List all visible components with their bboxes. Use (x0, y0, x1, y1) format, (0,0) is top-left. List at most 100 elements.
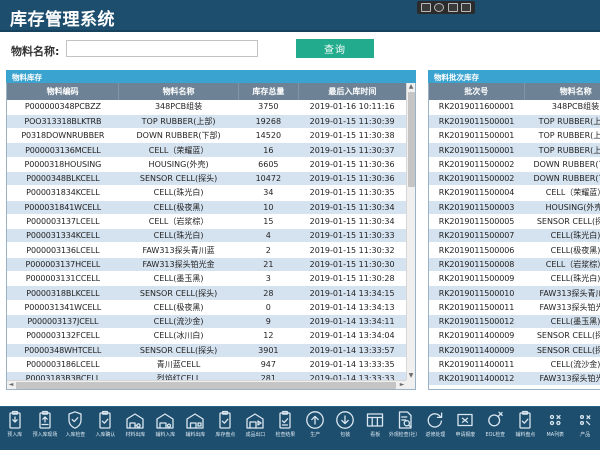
table-row[interactable]: RK2019011500007 CELL(珠光白) (429, 228, 600, 244)
table-row[interactable]: RK2019011500003 HOUSING(外壳) (429, 200, 600, 215)
table-row[interactable]: P0000318HOUSING HOUSING(外壳) 6605 2019-01-15… (7, 157, 406, 172)
toolbar-button-6[interactable]: 辅料入库 (150, 410, 180, 438)
shield-check-icon[interactable] (65, 410, 85, 430)
material-inventory-scroll-area[interactable]: 物料编码 物料名称 库存总量 最后入库时间 P000000348PCBZZ 348… (7, 83, 406, 380)
table-row[interactable]: RK2019011400011 CELL(流沙金) (429, 357, 600, 373)
table-row[interactable]: P000031841WCELL CELL(极夜黑) 10 2019-01-15 11:… (7, 200, 406, 215)
left-vertical-scrollbar[interactable]: ▲ ▼ (406, 83, 415, 380)
column-header-last-in-time[interactable]: 最后入库时间 (298, 83, 406, 100)
table-row[interactable]: P000003132FCELL CELL(冰川白) 12 2019-01-14 13:… (7, 328, 406, 344)
table-row[interactable]: P000003186LCELL 青川蓝CELL 947 2019-01-14 13:3… (7, 357, 406, 373)
toolbar-button-18[interactable]: 辅料盘点 (510, 410, 540, 438)
table-row[interactable]: RK2019011500009 CELL(珠光白) (429, 271, 600, 287)
scroll-right-arrow-icon[interactable]: ► (399, 381, 405, 388)
toolbar-button-17[interactable]: EOL检查 (480, 410, 510, 438)
query-button[interactable]: 查询 (296, 39, 374, 58)
table-row[interactable]: P000000348PCBZZ 348PCB组装 3750 2019-01-16 10… (7, 100, 406, 115)
toolbar-button-15[interactable]: 返修处理 (420, 410, 450, 438)
box-cancel-icon[interactable] (455, 410, 475, 430)
toolbar-button-3[interactable]: 入库检查 (60, 410, 90, 438)
column-header-material-code[interactable]: 物料编码 (7, 83, 120, 100)
toolbar-button-2[interactable]: 预入库现场 (30, 410, 60, 438)
table-row[interactable]: P000003131CCELL CELL(墨玉黑) 3 2019-01-15 11:3… (7, 271, 406, 287)
toolbar-button-20[interactable]: 产品 (570, 410, 600, 438)
screen-icon[interactable] (447, 3, 458, 12)
table-row[interactable]: P0003183B3BCELL 烈焰红CELL 281 2019-01-14 13:3… (7, 371, 406, 380)
toolbar-button-19[interactable]: MA列表 (540, 410, 570, 438)
toolbar-button-10[interactable]: 检查结果 (270, 410, 300, 438)
grid-board-icon[interactable] (365, 410, 385, 430)
clipboard-check-icon[interactable] (215, 410, 235, 430)
table-row[interactable]: RK2019011500010FAW313探头青川蓝 (429, 285, 600, 301)
toolbar-button-1[interactable]: 预入库 (0, 410, 30, 438)
warehouse-icon[interactable] (185, 410, 205, 430)
table-row[interactable]: P0000348BLKCELL SENSOR CELL(探头) 10472 2019-… (7, 171, 406, 187)
warehouse-out-icon[interactable] (125, 410, 145, 430)
column-header-total-stock[interactable]: 库存总量 (238, 83, 299, 100)
play-icon[interactable] (434, 3, 445, 12)
refresh-icon[interactable] (425, 410, 445, 430)
toolbar-button-14[interactable]: 外观检查(社） (389, 410, 421, 438)
table-row[interactable]: RK2019011600001 348PCB组装 (429, 100, 600, 115)
left-horizontal-scrollbar[interactable]: ◄ ► (7, 380, 406, 389)
table-row[interactable]: P000031834KCELL CELL(珠光白) 34 2019-01-15 11:… (7, 185, 406, 201)
scroll-left-arrow-icon[interactable]: ◄ (8, 381, 14, 388)
document-search-icon[interactable] (395, 410, 415, 430)
material-name-input[interactable] (66, 40, 258, 57)
pin-icon[interactable] (461, 3, 472, 12)
toolbar-button-5[interactable]: 材料出库 (120, 410, 150, 438)
table-row[interactable]: RK2019011500008 CELL（岩浆棕） (429, 257, 600, 273)
table-row[interactable]: P000031334KCELL CELL(珠光白) 4 2019-01-15 11:3… (7, 228, 406, 244)
dots-arrow-icon[interactable] (575, 410, 595, 430)
warehouse-in-icon[interactable] (155, 410, 175, 430)
table-row[interactable]: RK2019011500012 CELL(墨玉黑) (429, 314, 600, 330)
table-row[interactable]: P000031341WCELL CELL(极夜黑) 0 2019-01-14 13:3… (7, 300, 406, 315)
screen-capture-widget[interactable] (417, 1, 475, 14)
toolbar-button-16[interactable]: 申请报废 (450, 410, 480, 438)
toolbar-button-12[interactable]: 包装 (330, 410, 360, 438)
column-header-batch-material[interactable]: 物料名称 (524, 83, 600, 100)
table-row[interactable]: P000003136LCELL FAW313探头青川蓝 2 2019-01-15 11… (7, 242, 406, 258)
toolbar-button-13[interactable]: 看板 (360, 410, 390, 438)
table-row[interactable]: P000003137HCELL FAW313探头铂光金 21 2019-01-15 1… (7, 257, 406, 273)
camera-icon[interactable] (420, 3, 431, 12)
upload-arrow-icon[interactable] (305, 410, 325, 430)
toolbar-button-4[interactable]: 入库确认 (90, 410, 120, 438)
table-row[interactable]: POO313318BLKTRB TOP RUBBER(上部) 19268 2019-0… (7, 114, 406, 130)
toolbar-button-11[interactable]: 生产 (300, 410, 330, 438)
table-row[interactable]: P0000318BLKCELL SENSOR CELL(探头) 28 2019-01-… (7, 285, 406, 301)
vertical-scroll-thumb[interactable] (408, 92, 415, 187)
clipboard-check-icon[interactable] (515, 410, 535, 430)
table-row[interactable]: RK2019011400012FAW313探头铂光金 (429, 371, 600, 387)
clipboard-in-icon[interactable] (35, 410, 55, 430)
dots-grid-icon[interactable] (545, 410, 565, 430)
column-header-material-name[interactable]: 物料名称 (118, 83, 239, 100)
table-row[interactable]: P000003136MCELL CELL（荣耀蓝） 16 2019-01-15 11:… (7, 142, 406, 158)
toolbar-button-7[interactable]: 辅料出库 (180, 410, 210, 438)
scroll-down-arrow-icon[interactable]: ▼ (407, 372, 415, 380)
table-row[interactable]: P000003137LCELL CELL（岩浆棕） 15 2019-01-15 11:… (7, 214, 406, 230)
table-row[interactable]: RK2019011500011FAW313探头铂光金 (429, 300, 600, 315)
table-row[interactable]: P000003137JCELL CELL(流沙金) 9 2019-01-14 13:3… (7, 314, 406, 330)
clipboard-down-icon[interactable] (5, 410, 25, 430)
table-row[interactable]: P0318DOWNRUBBER DOWN RUBBER(下部) 14520 2019-… (7, 128, 406, 144)
clipboard-check-icon[interactable] (95, 410, 115, 430)
horizontal-scroll-thumb[interactable] (16, 382, 396, 389)
table-row[interactable]: RK2019011500004 CELL（荣耀蓝） (429, 185, 600, 201)
table-row[interactable]: RK2019011500006 CELL(极夜黑) (429, 242, 600, 258)
table-row[interactable]: P0000348WHTCELL SENSOR CELL(探头) 3901 2019-0… (7, 343, 406, 358)
toolbar-button-8[interactable]: 库存盘点 (210, 410, 240, 438)
download-arrow-icon[interactable] (335, 410, 355, 430)
toolbar-button-9[interactable]: 成品出口 (240, 410, 270, 438)
clipboard-result-icon[interactable] (275, 410, 295, 430)
column-header-batch-no[interactable]: 批次号 (429, 83, 525, 100)
table-row[interactable]: RK2019011400013CELL（荣耀蓝） (429, 385, 600, 389)
